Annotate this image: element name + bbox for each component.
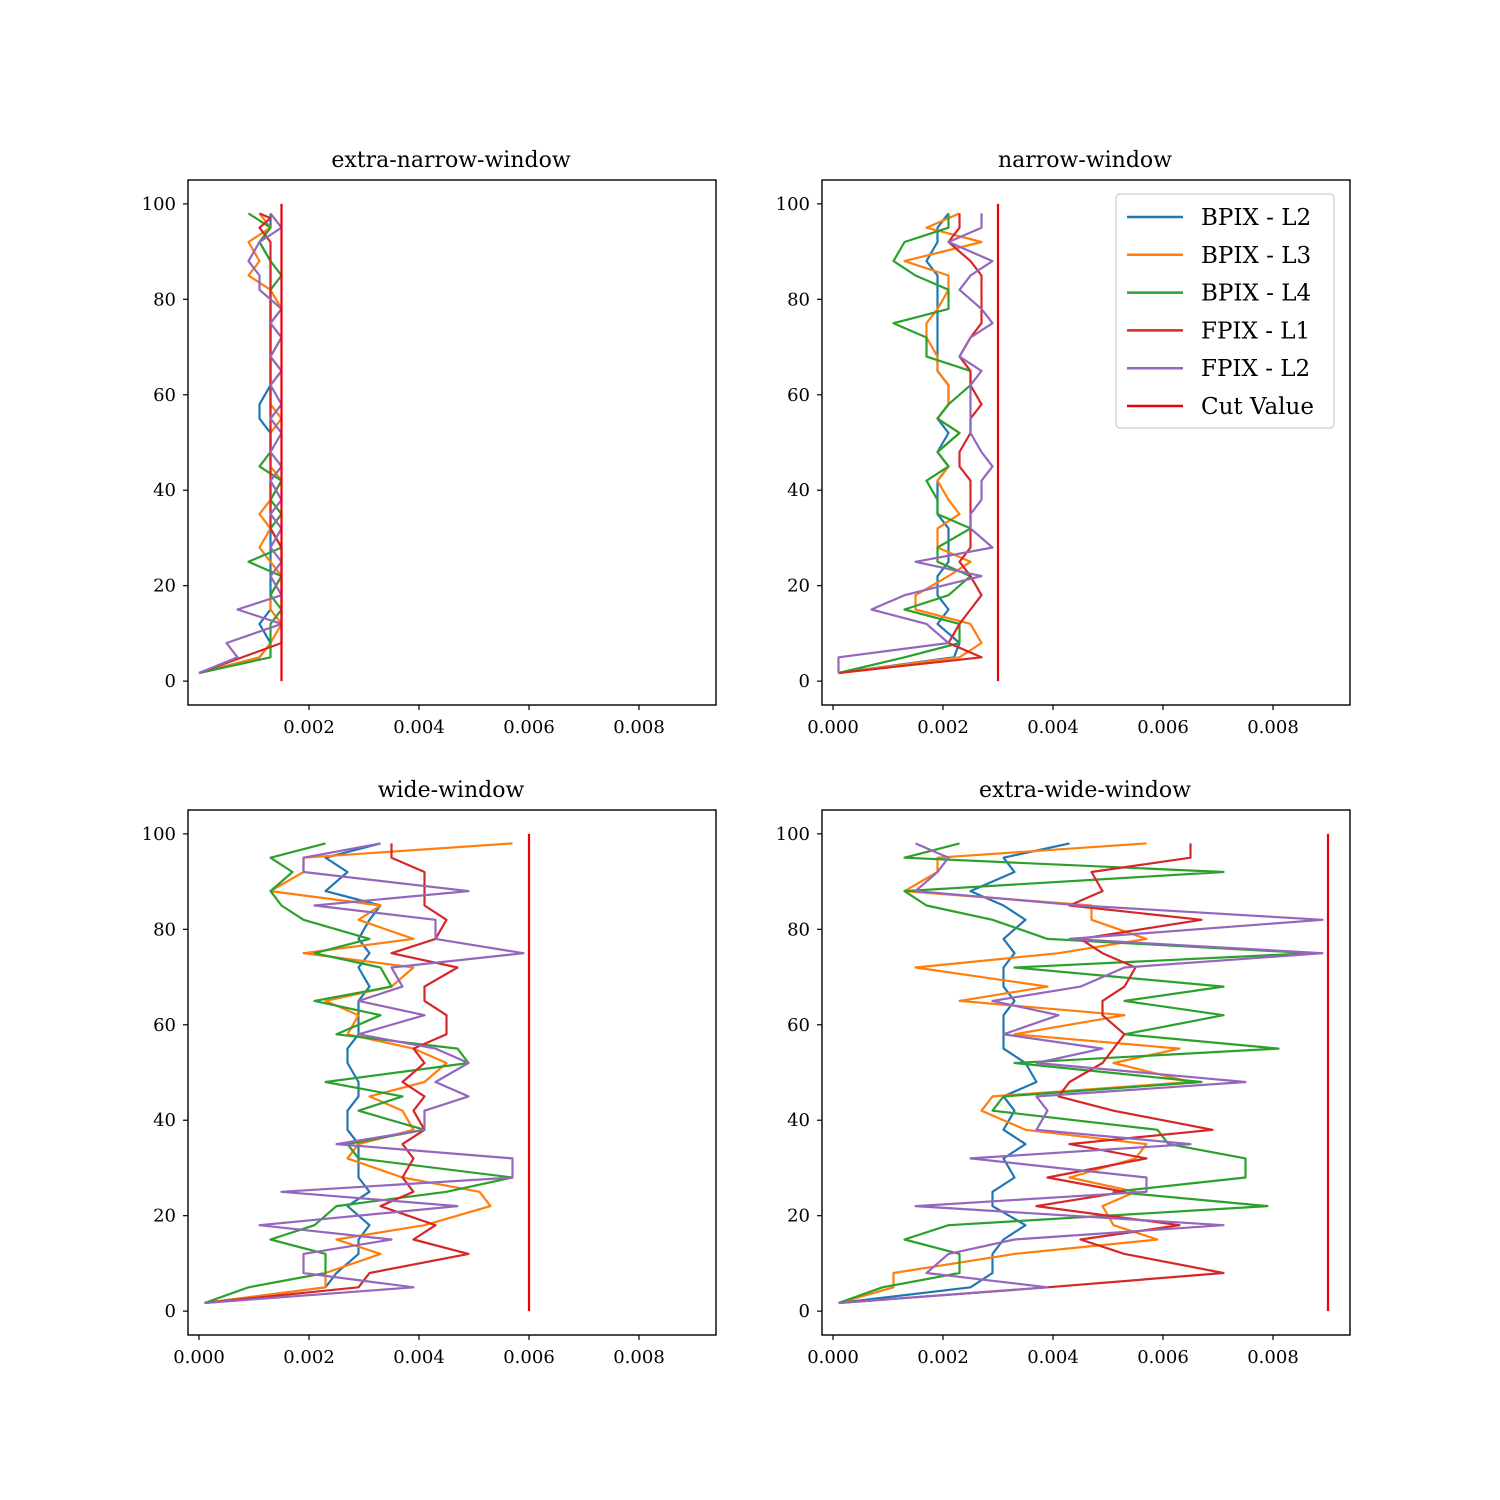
x-tick-label: 0.006 <box>503 717 555 738</box>
series-line-bpix-l2 <box>204 842 382 1305</box>
series-lines <box>837 203 1000 682</box>
y-tick-label: 20 <box>153 576 176 597</box>
x-tick-label: 0.004 <box>393 717 445 738</box>
x-tick-label: 0.008 <box>1247 717 1299 738</box>
y-tick-label: 100 <box>776 824 810 845</box>
series-line-fpix-l2 <box>198 212 283 675</box>
series-line-fpix-l2 <box>837 213 994 673</box>
y-tick-label: 0 <box>799 1301 810 1322</box>
axes-frame <box>821 179 1351 706</box>
x-tick-label: 0.008 <box>1247 1347 1299 1368</box>
x-tick-label: 0.002 <box>283 1347 335 1368</box>
subplot-title: narrow-window <box>998 148 1172 173</box>
x-tick-label: 0.006 <box>1137 717 1189 738</box>
series-line-bpix-l4 <box>838 213 972 675</box>
series-line-fpix-l2 <box>838 842 1324 1305</box>
plot-area: 0.002 0.004 0.006 0.008 0 20 40 60 80 100 <box>142 179 717 738</box>
x-tick-label: 0.000 <box>173 1347 225 1368</box>
y-tick-label: 80 <box>153 919 176 940</box>
y-tick-label: 0 <box>799 671 810 692</box>
y-tick-label: 100 <box>776 194 810 215</box>
x-tick-label: 0.002 <box>917 1347 969 1368</box>
series-line-bpix-l3 <box>204 842 513 1305</box>
y-tick-label: 60 <box>153 385 176 406</box>
series-line-fpix-l2 <box>204 842 525 1305</box>
x-tick-label: 0.004 <box>1027 717 1079 738</box>
series-lines <box>838 833 1330 1312</box>
series-line-bpix-l4 <box>204 842 514 1305</box>
series-line-fpix-l1 <box>204 843 470 1305</box>
subplot-extra-narrow-window: extra-narrow-window 0.002 0.004 0.006 0.008… <box>142 148 717 738</box>
legend-label-bpix-l4: BPIX - L4 <box>1201 281 1311 307</box>
y-tick-label: 40 <box>787 480 810 501</box>
y-tick-label: 20 <box>787 576 810 597</box>
subplot-extra-wide-window: extra-wide-window 0.000 0.002 0.004 0.006 0.… <box>776 778 1351 1368</box>
y-tick-label: 60 <box>787 1015 810 1036</box>
x-tick-label: 0.004 <box>393 1347 445 1368</box>
series-line-bpix-l4 <box>838 842 1313 1305</box>
series-lines <box>198 203 283 682</box>
y-tick-label: 40 <box>153 480 176 501</box>
x-tick-label: 0.006 <box>503 1347 555 1368</box>
legend-label-fpix-l1: FPIX - L1 <box>1201 318 1310 344</box>
legend: BPIX - L2 BPIX - L3 BPIX - L4 FPIX - L1 FPIX… <box>1115 193 1335 429</box>
series-lines <box>204 833 531 1312</box>
y-tick-label: 20 <box>787 1206 810 1227</box>
x-tick-label: 0.000 <box>807 1347 859 1368</box>
plot-area: 0.000 0.002 0.004 0.006 0.008 0 20 40 60 80 100 BPI… <box>776 179 1351 738</box>
y-tick-label: 100 <box>142 824 176 845</box>
y-tick-label: 40 <box>787 1110 810 1131</box>
series-line-bpix-l2 <box>838 842 1070 1305</box>
subplot-title: wide-window <box>378 778 525 803</box>
legend-label-bpix-l2: BPIX - L2 <box>1201 205 1311 231</box>
y-tick-label: 80 <box>787 289 810 310</box>
x-tick-label: 0.004 <box>1027 1347 1079 1368</box>
subplot-title: extra-wide-window <box>979 778 1191 803</box>
y-tick-label: 0 <box>165 671 176 692</box>
legend-label-fpix-l2: FPIX - L2 <box>1201 356 1310 382</box>
y-tick-label: 40 <box>153 1110 176 1131</box>
y-tick-label: 60 <box>153 1015 176 1036</box>
y-tick-label: 60 <box>787 385 810 406</box>
x-tick-label: 0.000 <box>807 717 859 738</box>
x-tick-label: 0.008 <box>613 1347 665 1368</box>
plot-area: 0.000 0.002 0.004 0.006 0.008 0 20 40 60 80 100 <box>776 809 1351 1368</box>
y-tick-label: 80 <box>153 289 176 310</box>
subplot-narrow-window: narrow-window 0.000 0.002 0.004 0.006 0.0080… <box>776 148 1351 738</box>
y-tick-label: 0 <box>165 1301 176 1322</box>
subplot-title: extra-narrow-window <box>331 148 571 173</box>
y-tick-label: 80 <box>787 919 810 940</box>
legend-label-bpix-l3: BPIX - L3 <box>1201 243 1311 269</box>
x-tick-label: 0.002 <box>283 717 335 738</box>
axes-frame <box>821 809 1351 1336</box>
legend-box <box>1115 193 1335 429</box>
x-tick-label: 0.008 <box>613 717 665 738</box>
subplot-wide-window: wide-window 0.000 0.002 0.004 0.006 0.008 0 20… <box>142 778 717 1368</box>
y-tick-label: 100 <box>142 194 176 215</box>
axes-frame <box>187 179 717 706</box>
series-line-fpix-l1 <box>838 213 983 675</box>
axes-frame <box>187 809 717 1336</box>
plot-area: 0.000 0.002 0.004 0.006 0.008 0 20 40 60 80 100 <box>142 809 717 1368</box>
x-tick-label: 0.002 <box>917 717 969 738</box>
x-tick-label: 0.006 <box>1137 1347 1189 1368</box>
series-line-fpix-l1 <box>838 843 1225 1305</box>
y-tick-label: 20 <box>153 1206 176 1227</box>
legend-label-cut-value: Cut Value <box>1201 394 1314 420</box>
